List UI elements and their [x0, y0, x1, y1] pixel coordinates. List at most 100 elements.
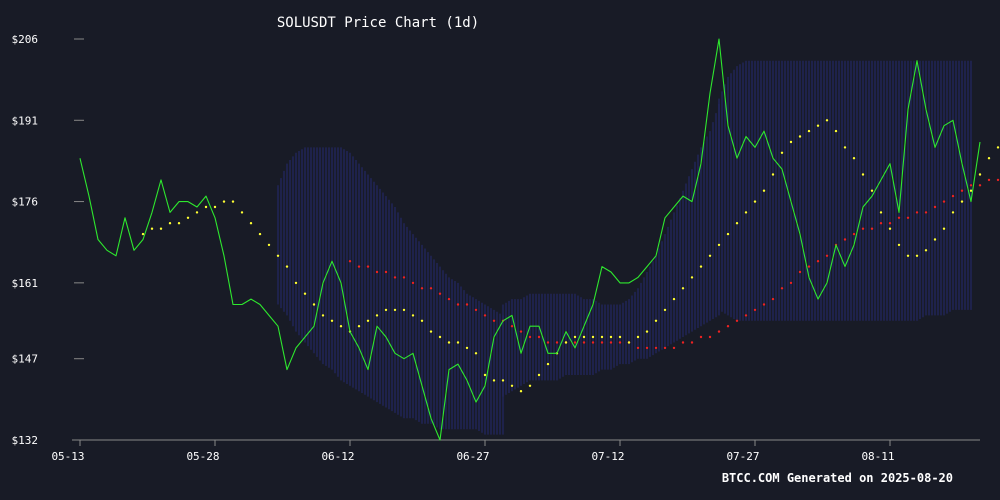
short-ma-point: [231, 200, 235, 203]
short-ma-point: [303, 292, 307, 295]
short-ma-point: [474, 352, 478, 355]
short-ma-point: [141, 232, 145, 236]
short-ma-point: [339, 325, 343, 328]
long-ma-point: [366, 265, 370, 268]
long-ma-point: [375, 270, 379, 274]
short-ma-point: [636, 335, 640, 339]
short-ma-point: [429, 330, 433, 333]
long-ma-point: [438, 292, 442, 295]
long-ma-point: [978, 184, 982, 187]
short-ma-point: [996, 146, 1000, 149]
short-ma-point: [690, 276, 694, 279]
long-ma-point: [717, 330, 721, 333]
short-ma-point: [708, 254, 712, 257]
short-ma-point: [582, 335, 586, 339]
short-ma-point: [384, 308, 388, 312]
long-ma-point: [762, 303, 766, 306]
short-ma-point: [402, 308, 406, 312]
short-ma-point: [528, 384, 532, 387]
long-ma-point: [852, 232, 856, 236]
long-ma-point: [690, 341, 694, 344]
long-ma-point: [816, 260, 820, 263]
short-ma-point: [942, 227, 946, 230]
band-2: [502, 104, 720, 397]
short-ma-point: [357, 325, 361, 328]
y-axis-ticks: $132 $147 $161 $176 $191 $206: [12, 33, 84, 447]
long-ma-point: [861, 227, 865, 230]
y-tick-label: $176: [12, 196, 39, 209]
long-ma-point: [951, 194, 955, 198]
long-ma-point: [753, 308, 757, 312]
short-ma-point: [447, 341, 451, 344]
short-ma-point: [654, 319, 658, 322]
short-ma-point: [753, 200, 757, 203]
long-ma-point: [996, 178, 1000, 182]
y-tick-label: $132: [12, 434, 39, 447]
short-ma-point: [420, 319, 424, 322]
long-ma-point: [528, 335, 532, 339]
short-ma-point: [888, 227, 892, 230]
short-ma-point: [366, 319, 370, 322]
short-ma-point: [951, 211, 955, 214]
short-ma-point: [699, 265, 703, 268]
long-ma-point: [555, 341, 559, 344]
long-ma-point: [960, 189, 964, 192]
short-ma-point: [285, 265, 289, 268]
short-ma-series: [141, 119, 1000, 393]
long-ma-point: [456, 303, 460, 306]
short-ma-point: [168, 222, 172, 225]
long-ma-point: [654, 346, 658, 350]
short-ma-point: [195, 211, 199, 214]
long-ma-point: [663, 346, 667, 350]
long-ma-point: [537, 335, 541, 339]
short-ma-point: [501, 379, 505, 382]
short-ma-point: [600, 335, 604, 339]
y-tick-label: $206: [12, 33, 39, 46]
long-ma-point: [924, 211, 928, 214]
long-ma-point: [636, 346, 640, 350]
long-ma-point: [735, 319, 739, 322]
short-ma-point: [780, 151, 784, 154]
short-ma-point: [825, 119, 829, 122]
short-ma-point: [915, 254, 919, 257]
long-ma-point: [582, 341, 586, 344]
long-ma-point: [492, 319, 496, 322]
long-ma-point: [906, 216, 910, 219]
long-ma-point: [447, 297, 451, 301]
short-ma-point: [312, 303, 316, 306]
long-ma-point: [807, 265, 811, 268]
short-ma-point: [510, 384, 514, 387]
short-ma-point: [204, 205, 208, 209]
band-3: [718, 60, 972, 321]
short-ma-point: [150, 227, 154, 230]
long-ma-point: [870, 227, 874, 230]
long-ma-point: [420, 287, 424, 290]
short-ma-point: [537, 373, 541, 377]
short-ma-point: [672, 297, 676, 301]
long-ma-point: [825, 254, 829, 257]
short-ma-point: [816, 124, 820, 127]
long-ma-point: [384, 270, 388, 274]
short-ma-point: [663, 308, 667, 312]
y-tick-label: $161: [12, 277, 39, 290]
short-ma-point: [744, 211, 748, 214]
short-ma-point: [960, 200, 964, 203]
short-ma-point: [735, 222, 739, 225]
long-ma-point: [933, 205, 937, 209]
short-ma-point: [456, 341, 460, 344]
short-ma-point: [240, 211, 244, 214]
long-ma-point: [915, 211, 919, 214]
short-ma-point: [861, 173, 865, 176]
long-ma-point: [357, 265, 361, 268]
short-ma-point: [438, 335, 442, 339]
short-ma-point: [465, 346, 469, 350]
short-ma-point: [618, 335, 622, 339]
x-tick-label: 05-13: [51, 450, 84, 463]
short-ma-point: [258, 232, 262, 236]
long-ma-point: [402, 276, 406, 279]
short-ma-point: [186, 216, 190, 219]
short-ma-point: [483, 373, 487, 377]
y-tick-label: $147: [12, 353, 39, 366]
short-ma-point: [852, 157, 856, 160]
